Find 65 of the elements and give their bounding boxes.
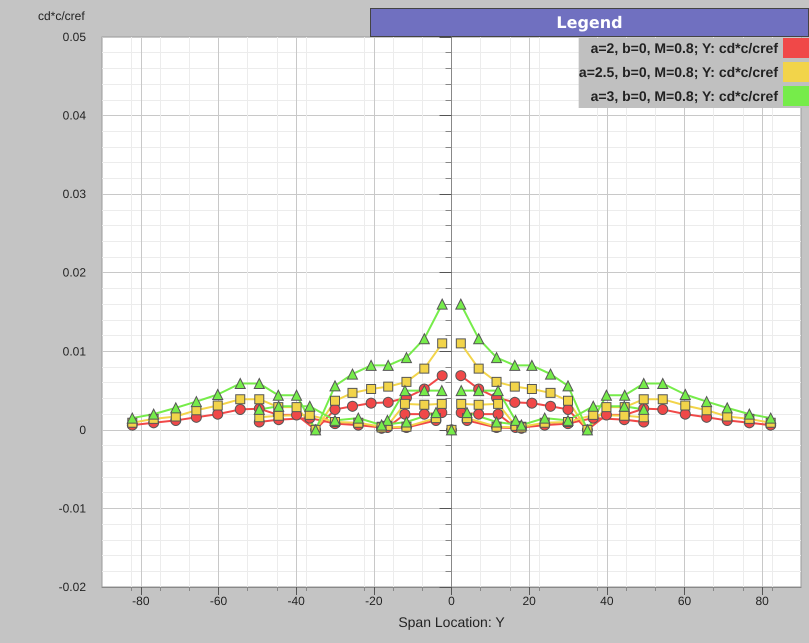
- point: [399, 408, 410, 420]
- y-tick-label: 0: [79, 422, 86, 437]
- point: [254, 394, 264, 404]
- point: [456, 398, 466, 409]
- point: [526, 398, 538, 409]
- point: [346, 400, 358, 412]
- y-axis-title: cd*c/cref: [38, 9, 86, 23]
- x-tick-label: -40: [287, 594, 306, 608]
- point: [419, 400, 430, 410]
- point: [492, 408, 504, 420]
- x-tick-label: 0: [448, 594, 456, 608]
- y-tick-label: -0.01: [58, 501, 86, 516]
- y-tick-label: 0.03: [62, 187, 86, 202]
- point: [383, 382, 394, 392]
- point: [474, 364, 484, 374]
- point: [545, 400, 556, 412]
- x-tick-label: 80: [755, 594, 770, 608]
- point: [366, 398, 377, 409]
- point: [235, 394, 246, 404]
- point: [510, 382, 520, 392]
- y-tick-label: 0.05: [62, 30, 86, 44]
- point: [347, 388, 358, 398]
- x-tick-label: 20: [522, 594, 536, 608]
- point: [330, 396, 340, 406]
- point: [382, 396, 394, 408]
- point: [601, 402, 612, 412]
- x-tick-label: 60: [678, 594, 692, 608]
- y-tick-label: 0.02: [62, 266, 86, 280]
- point: [657, 404, 668, 415]
- point: [563, 396, 573, 406]
- point: [493, 398, 504, 409]
- point: [366, 384, 376, 394]
- y-tick-label: -0.02: [58, 580, 86, 594]
- point: [234, 404, 246, 415]
- point: [638, 394, 649, 404]
- point: [546, 388, 556, 398]
- x-tick-label: -20: [365, 594, 383, 608]
- point: [436, 398, 447, 409]
- x-tick-label: -80: [132, 594, 150, 608]
- y-tick-label: 0.04: [62, 108, 86, 123]
- point: [455, 370, 466, 382]
- legend-label: a=2, b=0, M=0.8; Y: cd*c/cref: [590, 40, 778, 56]
- point: [292, 402, 302, 412]
- point: [492, 376, 502, 387]
- point: [436, 370, 448, 382]
- point: [509, 396, 520, 408]
- point: [680, 400, 690, 410]
- legend-label: a=3, b=0, M=0.8; Y: cd*c/cref: [590, 88, 778, 104]
- point: [658, 394, 668, 404]
- point: [401, 376, 412, 387]
- x-tick-label: -60: [210, 594, 228, 608]
- x-tick-label: 40: [600, 594, 614, 608]
- legend-label: a=2.5, b=0, M=0.8; Y: cd*c/cref: [578, 64, 778, 80]
- point: [474, 400, 484, 410]
- legend-title: Legend: [556, 13, 623, 32]
- point: [419, 364, 430, 374]
- point: [437, 338, 448, 348]
- y-tick-label: 0.01: [62, 344, 86, 358]
- point: [456, 338, 466, 348]
- point: [400, 398, 410, 409]
- point: [473, 408, 484, 420]
- point: [212, 400, 223, 410]
- x-axis-title: Span Location: Y: [398, 614, 506, 630]
- point: [418, 408, 430, 420]
- point: [526, 384, 537, 394]
